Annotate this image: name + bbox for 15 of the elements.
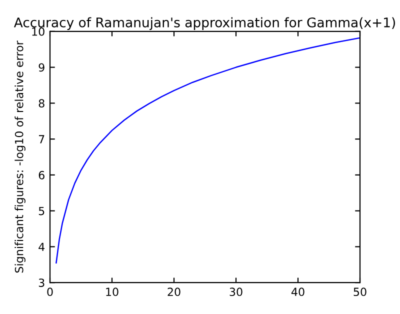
y-tick-label: 7 (38, 135, 44, 144)
y-tick-label: 3 (38, 278, 44, 287)
x-tick-label: 50 (354, 288, 366, 296)
x-tick-label: 30 (230, 288, 242, 296)
x-tick-label: 20 (168, 288, 180, 296)
y-tick-label: 6 (38, 170, 44, 180)
y-tick-label: 9 (38, 63, 44, 72)
y-tick-label: 8 (38, 99, 44, 108)
x-tick-label: 10 (106, 288, 118, 296)
y-tick-label: 4 (38, 242, 45, 251)
y-tick-label: 5 (38, 206, 44, 216)
y-axis-title: Significant figures: -log10 of relative error (14, 40, 26, 273)
line-series (56, 37, 360, 264)
x-tick-label: 0 (47, 288, 53, 296)
x-tick-label: 40 (291, 288, 304, 296)
